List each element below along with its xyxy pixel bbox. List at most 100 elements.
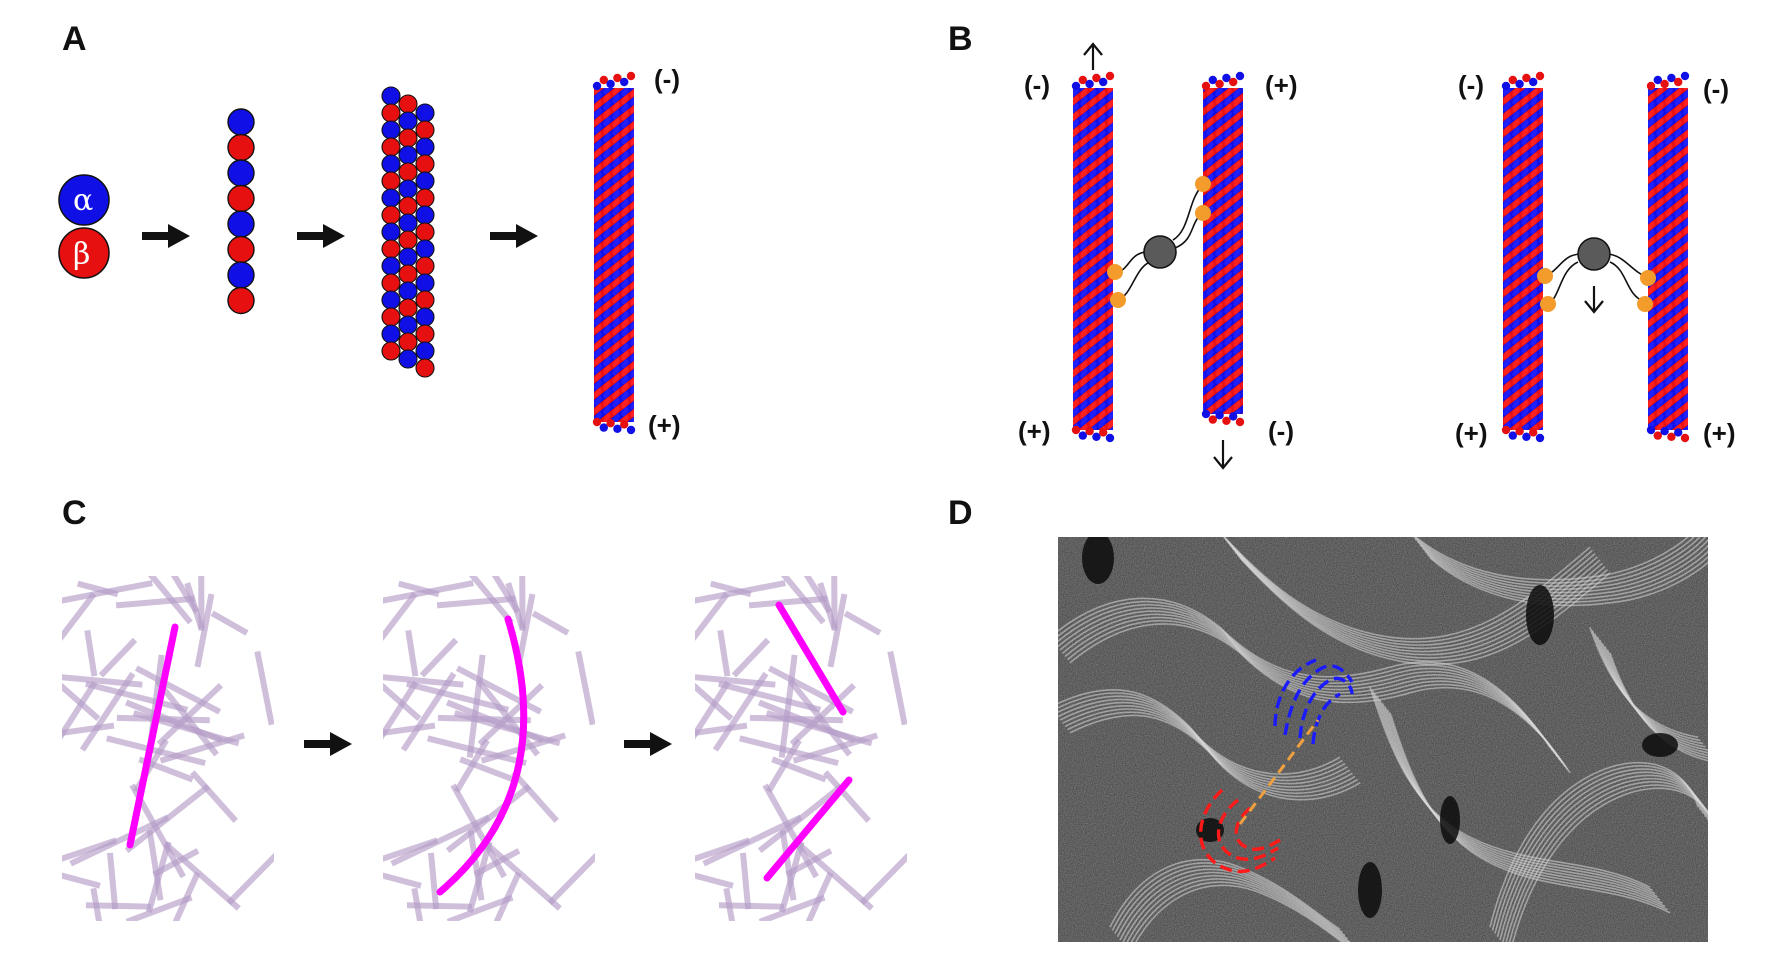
background-filament xyxy=(145,841,172,913)
background-filament xyxy=(731,637,771,678)
tubulin-subunit xyxy=(415,205,435,225)
background-filament xyxy=(780,576,826,625)
panel-b: B xyxy=(948,20,1736,470)
background-filament xyxy=(62,872,101,889)
filament-network-3 xyxy=(695,576,907,921)
background-filament xyxy=(90,887,103,921)
tubulin-subunit xyxy=(415,307,435,327)
microtubule-right xyxy=(1203,88,1243,414)
microtubule-bundle-streak xyxy=(1069,714,1361,801)
tubulin-subunit xyxy=(398,213,418,233)
background-filament xyxy=(62,722,115,736)
microtubule-left xyxy=(1073,88,1113,430)
background-filament xyxy=(84,629,98,677)
polarity-label: (-) xyxy=(1703,74,1729,104)
tubulin-subunit xyxy=(398,111,418,131)
filament-network-1 xyxy=(62,576,274,921)
tubulin-subunit xyxy=(398,145,418,165)
background-filament xyxy=(453,738,490,793)
microtubule-bundle-streak xyxy=(1059,610,1561,761)
background-filament xyxy=(383,580,474,604)
background-filament xyxy=(383,674,464,688)
microtubule-bundle-streak xyxy=(1376,696,1658,898)
tubulin-subunit xyxy=(415,188,435,208)
background-filament xyxy=(383,872,422,889)
panel-c: C xyxy=(62,494,907,921)
panel-c-label: C xyxy=(62,494,87,532)
motor-head xyxy=(1540,296,1556,312)
microtubule-bundle-streak xyxy=(1058,600,1554,751)
microtubule-ends xyxy=(1501,71,1690,443)
background-filament xyxy=(758,894,826,921)
tubulin-subunit xyxy=(381,188,401,208)
background-filament xyxy=(62,580,153,604)
background-filament xyxy=(383,682,422,722)
background-filament xyxy=(184,582,205,630)
background-filament xyxy=(79,671,136,752)
background-filament xyxy=(163,841,241,911)
background-filament xyxy=(695,722,748,736)
background-filament xyxy=(85,680,189,713)
background-filament xyxy=(779,829,797,901)
tubulin-subunit xyxy=(398,179,418,199)
tubulin-subunit xyxy=(227,159,255,187)
background-filament xyxy=(709,580,752,598)
motor-head xyxy=(1640,270,1656,286)
antiparallel-pair: (-) (+) (+) (-) xyxy=(1018,42,1298,470)
tubulin-subunit xyxy=(227,184,255,213)
background-filament xyxy=(383,592,418,642)
background-filament xyxy=(466,841,493,913)
microtubule-left xyxy=(1503,88,1543,430)
background-filament xyxy=(445,783,532,854)
highlight-filament-buckled xyxy=(436,615,528,896)
tubulin-subunit xyxy=(415,120,435,140)
tubulin-subunit xyxy=(398,264,418,284)
background-filament xyxy=(712,671,769,752)
background-filament xyxy=(106,735,206,767)
polarity-label: (-) xyxy=(1458,70,1484,100)
background-filament xyxy=(159,732,246,764)
background-filament xyxy=(62,837,118,862)
background-filament xyxy=(466,654,486,758)
microtubule-bundle-streak xyxy=(1429,557,1708,607)
microtubule-bundle-streak xyxy=(1414,537,1701,587)
microtubule-bundle-streak xyxy=(1419,539,1708,594)
tubulin-subunit xyxy=(381,290,401,310)
background-filament xyxy=(778,654,798,758)
tubulin-subunit xyxy=(381,341,401,361)
polarity-plus-label: (+) xyxy=(648,410,681,440)
microtubule-ends xyxy=(592,71,636,435)
microtubule-bundle-streak xyxy=(1111,862,1343,934)
background-filament xyxy=(796,841,874,911)
motor-head xyxy=(1637,296,1653,312)
tubulin-subunit xyxy=(415,324,435,344)
background-filament xyxy=(748,595,828,609)
background-filament xyxy=(484,841,562,911)
background-filament xyxy=(771,756,827,783)
background-filament xyxy=(210,610,249,636)
alpha-tubulin xyxy=(58,174,110,226)
background-filament xyxy=(156,682,224,747)
alpha-symbol: α xyxy=(73,183,93,218)
tubulin-subunit xyxy=(415,103,435,123)
panel-d: D xyxy=(948,494,1708,942)
background-filament xyxy=(226,852,274,906)
microtubule-bundle-streak xyxy=(1389,712,1671,914)
motor-head xyxy=(1110,292,1126,308)
tubulin-subunit xyxy=(227,210,255,238)
background-filament xyxy=(717,629,731,677)
background-filament xyxy=(823,770,871,823)
parallel-pair: (-) (-) (+) (+) xyxy=(1455,70,1736,448)
tubulin-subunit xyxy=(415,341,435,361)
background-filament xyxy=(723,887,736,921)
tubulin-subunit xyxy=(381,256,401,276)
microtubule-bundle-streak xyxy=(1061,613,1564,764)
microtubule-bundle-streak xyxy=(1609,652,1708,762)
background-filament xyxy=(765,738,802,793)
background-filament xyxy=(397,580,440,598)
background-filament xyxy=(406,902,473,910)
defect-plus-marker xyxy=(1273,658,1354,745)
microtubule-bundle-streak xyxy=(1414,537,1689,581)
background-filament xyxy=(405,629,419,677)
arrow-a3 xyxy=(490,224,538,248)
